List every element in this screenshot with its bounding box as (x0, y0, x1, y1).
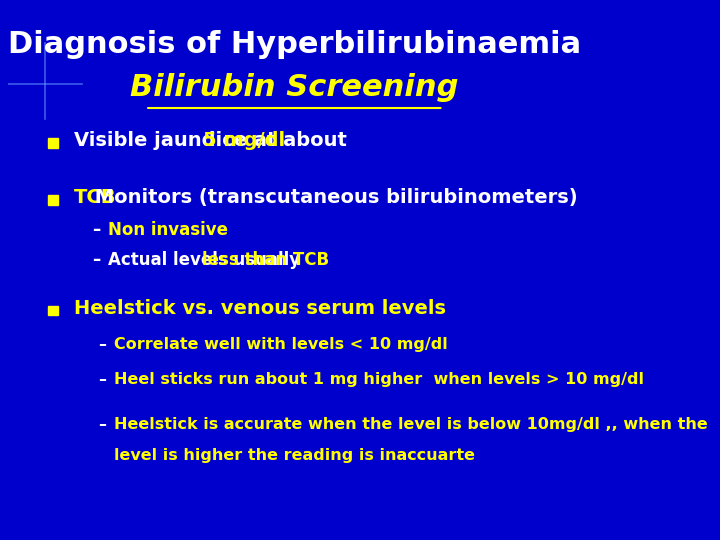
Text: Non invasive: Non invasive (108, 221, 228, 239)
Text: Monitors (transcutaneous bilirubinometers): Monitors (transcutaneous bilirubinometer… (89, 188, 578, 207)
Text: –: – (92, 221, 101, 239)
Bar (48, 138, 58, 148)
Text: –: – (98, 372, 106, 387)
Text: less than TCB: less than TCB (202, 251, 329, 269)
Text: Actual levels usually: Actual levels usually (108, 251, 306, 269)
Text: Heel sticks run about 1 mg higher  when levels > 10 mg/dl: Heel sticks run about 1 mg higher when l… (114, 372, 644, 387)
Text: –: – (98, 417, 106, 432)
Text: Heelstick vs. venous serum levels: Heelstick vs. venous serum levels (73, 299, 446, 318)
Text: level is higher the reading is inaccuarte: level is higher the reading is inaccuart… (114, 448, 474, 463)
Text: Correlate well with levels < 10 mg/dl: Correlate well with levels < 10 mg/dl (114, 337, 447, 352)
Text: –: – (98, 337, 106, 352)
Text: 5 mg/dl: 5 mg/dl (203, 131, 285, 151)
Text: TCB: TCB (73, 188, 116, 207)
Text: Heelstick is accurate when the level is below 10mg/dl ,, when the: Heelstick is accurate when the level is … (114, 417, 708, 432)
Text: Visible jaundice at about: Visible jaundice at about (73, 131, 353, 151)
Bar (48, 195, 58, 205)
Text: Bilirubin Screening: Bilirubin Screening (130, 73, 459, 102)
Bar (48, 306, 58, 315)
Text: –: – (92, 251, 101, 269)
Text: Diagnosis of Hyperbilirubinaemia: Diagnosis of Hyperbilirubinaemia (8, 30, 581, 59)
